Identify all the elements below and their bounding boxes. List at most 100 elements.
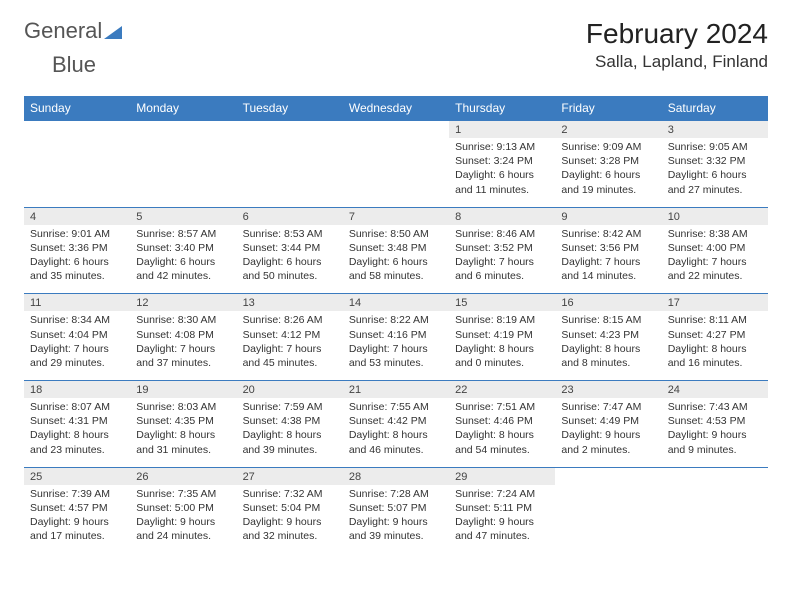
date-cell: 25 [24,467,130,485]
daylight-line: Daylight: 7 hours and 22 minutes. [668,255,762,283]
title-month: February 2024 [586,18,768,50]
date-cell: 15 [449,294,555,312]
sunrise-line: Sunrise: 7:55 AM [349,400,443,414]
weekday-header: Saturday [662,96,768,121]
daylight-line: Daylight: 8 hours and 54 minutes. [455,428,549,456]
date-cell: 8 [449,207,555,225]
date-cell: 18 [24,381,130,399]
detail-cell: Sunrise: 8:11 AMSunset: 4:27 PMDaylight:… [662,311,768,380]
weekday-header: Monday [130,96,236,121]
daylight-line: Daylight: 9 hours and 32 minutes. [243,515,337,543]
date-cell: 13 [237,294,343,312]
sunset-line: Sunset: 4:19 PM [455,328,549,342]
sunrise-line: Sunrise: 8:22 AM [349,313,443,327]
sunset-line: Sunset: 3:44 PM [243,241,337,255]
sunrise-line: Sunrise: 8:07 AM [30,400,124,414]
date-cell: 26 [130,467,236,485]
sunrise-line: Sunrise: 8:19 AM [455,313,549,327]
daylight-line: Daylight: 9 hours and 17 minutes. [30,515,124,543]
sunrise-line: Sunrise: 8:50 AM [349,227,443,241]
detail-cell: Sunrise: 8:42 AMSunset: 3:56 PMDaylight:… [555,225,661,294]
sunrise-line: Sunrise: 8:42 AM [561,227,655,241]
title-block: February 2024 Salla, Lapland, Finland [586,18,768,72]
daylight-line: Daylight: 7 hours and 14 minutes. [561,255,655,283]
date-cell: 12 [130,294,236,312]
sunset-line: Sunset: 4:57 PM [30,501,124,515]
sunset-line: Sunset: 3:56 PM [561,241,655,255]
empty-cell [237,138,343,207]
date-cell: 20 [237,381,343,399]
sunset-line: Sunset: 3:48 PM [349,241,443,255]
detail-cell: Sunrise: 9:13 AMSunset: 3:24 PMDaylight:… [449,138,555,207]
empty-cell [130,138,236,207]
detail-cell: Sunrise: 9:01 AMSunset: 3:36 PMDaylight:… [24,225,130,294]
detail-cell: Sunrise: 7:47 AMSunset: 4:49 PMDaylight:… [555,398,661,467]
daylight-line: Daylight: 6 hours and 50 minutes. [243,255,337,283]
sunrise-line: Sunrise: 7:24 AM [455,487,549,501]
empty-cell [343,138,449,207]
date-cell: 3 [662,121,768,139]
detail-cell: Sunrise: 7:39 AMSunset: 4:57 PMDaylight:… [24,485,130,554]
detail-cell: Sunrise: 8:50 AMSunset: 3:48 PMDaylight:… [343,225,449,294]
daylight-line: Daylight: 7 hours and 29 minutes. [30,342,124,370]
sunrise-line: Sunrise: 8:38 AM [668,227,762,241]
sunrise-line: Sunrise: 9:09 AM [561,140,655,154]
detail-cell: Sunrise: 8:30 AMSunset: 4:08 PMDaylight:… [130,311,236,380]
daylight-line: Daylight: 6 hours and 58 minutes. [349,255,443,283]
sunrise-line: Sunrise: 8:11 AM [668,313,762,327]
sunset-line: Sunset: 4:35 PM [136,414,230,428]
daylight-line: Daylight: 8 hours and 23 minutes. [30,428,124,456]
detail-cell: Sunrise: 8:15 AMSunset: 4:23 PMDaylight:… [555,311,661,380]
logo: General [24,18,123,44]
sunset-line: Sunset: 3:32 PM [668,154,762,168]
sunrise-line: Sunrise: 7:51 AM [455,400,549,414]
calendar-body: 12 3 Sunrise: 9:13 AMSunset: 3:24 PMDaylig… [24,121,768,554]
sunrise-line: Sunrise: 9:05 AM [668,140,762,154]
daylight-line: Daylight: 8 hours and 46 minutes. [349,428,443,456]
date-cell: 11 [24,294,130,312]
sunrise-line: Sunrise: 8:46 AM [455,227,549,241]
date-cell: 9 [555,207,661,225]
sunset-line: Sunset: 4:42 PM [349,414,443,428]
daylight-line: Daylight: 7 hours and 6 minutes. [455,255,549,283]
detail-cell: Sunrise: 8:57 AMSunset: 3:40 PMDaylight:… [130,225,236,294]
detail-cell: Sunrise: 8:34 AMSunset: 4:04 PMDaylight:… [24,311,130,380]
sunrise-line: Sunrise: 7:32 AM [243,487,337,501]
sunrise-line: Sunrise: 8:26 AM [243,313,337,327]
calendar-table: SundayMondayTuesdayWednesdayThursdayFrid… [24,96,768,553]
detail-cell: Sunrise: 7:28 AMSunset: 5:07 PMDaylight:… [343,485,449,554]
empty-cell [662,467,768,485]
sunset-line: Sunset: 4:49 PM [561,414,655,428]
sunset-line: Sunset: 3:52 PM [455,241,549,255]
detail-cell: Sunrise: 7:51 AMSunset: 4:46 PMDaylight:… [449,398,555,467]
daylight-line: Daylight: 8 hours and 0 minutes. [455,342,549,370]
sunrise-line: Sunrise: 7:39 AM [30,487,124,501]
sunrise-line: Sunrise: 8:57 AM [136,227,230,241]
date-cell: 24 [662,381,768,399]
sunset-line: Sunset: 3:24 PM [455,154,549,168]
detail-cell: Sunrise: 8:07 AMSunset: 4:31 PMDaylight:… [24,398,130,467]
detail-cell: Sunrise: 8:03 AMSunset: 4:35 PMDaylight:… [130,398,236,467]
daylight-line: Daylight: 7 hours and 37 minutes. [136,342,230,370]
daylight-line: Daylight: 6 hours and 27 minutes. [668,168,762,196]
date-cell: 2 [555,121,661,139]
date-cell: 28 [343,467,449,485]
empty-cell [24,121,130,139]
date-cell: 17 [662,294,768,312]
sunrise-line: Sunrise: 7:35 AM [136,487,230,501]
date-cell: 21 [343,381,449,399]
date-cell: 6 [237,207,343,225]
sunset-line: Sunset: 4:31 PM [30,414,124,428]
detail-cell: Sunrise: 8:38 AMSunset: 4:00 PMDaylight:… [662,225,768,294]
daylight-line: Daylight: 6 hours and 42 minutes. [136,255,230,283]
sunset-line: Sunset: 4:08 PM [136,328,230,342]
weekday-header: Wednesday [343,96,449,121]
date-cell: 22 [449,381,555,399]
date-cell: 7 [343,207,449,225]
detail-cell: Sunrise: 7:24 AMSunset: 5:11 PMDaylight:… [449,485,555,554]
sunrise-line: Sunrise: 9:01 AM [30,227,124,241]
empty-cell [555,485,661,554]
sunrise-line: Sunrise: 8:53 AM [243,227,337,241]
detail-cell: Sunrise: 9:09 AMSunset: 3:28 PMDaylight:… [555,138,661,207]
detail-cell: Sunrise: 8:22 AMSunset: 4:16 PMDaylight:… [343,311,449,380]
